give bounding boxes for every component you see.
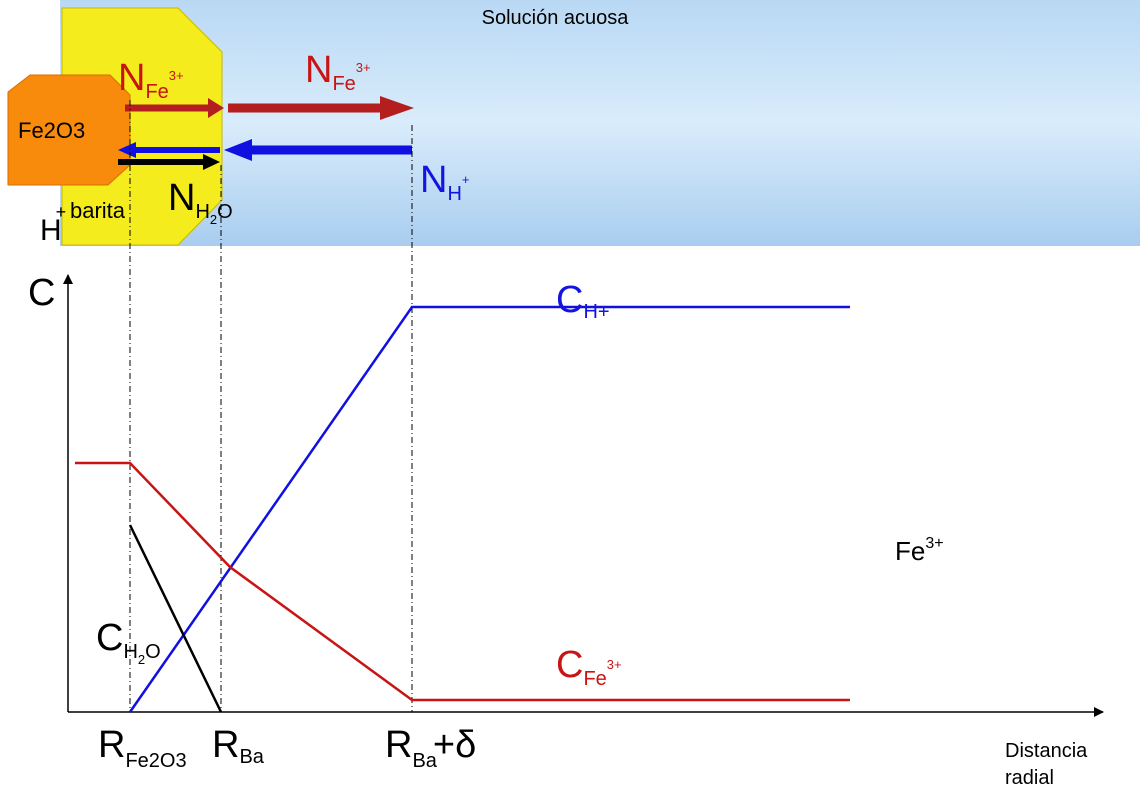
iron-curve	[75, 463, 850, 700]
text-part: N	[168, 177, 195, 219]
text-part: 3+	[356, 60, 371, 75]
title: Solución acuosa	[482, 7, 630, 29]
x-mark-label: RFe2O3	[98, 724, 187, 772]
text-part: 3+	[169, 68, 184, 83]
text-part: R	[385, 724, 412, 766]
text-part: C	[556, 644, 583, 686]
note-label: Fe3+	[895, 535, 944, 566]
curve-label: CH+	[556, 279, 610, 323]
text-part: Fe	[895, 536, 925, 566]
y-axis-label: C	[28, 272, 55, 314]
x-axis-label: Distancia	[1005, 740, 1088, 762]
text-part: R	[98, 724, 125, 766]
proton-curve	[130, 307, 850, 712]
text-part: H	[123, 641, 137, 663]
text-part: R	[212, 724, 239, 766]
text-part: 3+	[925, 535, 943, 552]
text-part: +	[56, 202, 67, 222]
core-label: Fe2O3	[18, 118, 85, 143]
text-part: C	[556, 279, 583, 321]
x-axis-label: radial	[1005, 767, 1054, 789]
text-part: +	[462, 172, 470, 187]
x-mark-label: RBa+δ	[385, 724, 476, 772]
text-part: +δ	[433, 724, 476, 766]
text-part: Fe2O3	[125, 750, 186, 772]
text-part: Fe	[583, 668, 606, 690]
water-curve	[130, 525, 221, 712]
text-part: H	[447, 183, 461, 205]
text-part: O	[217, 201, 233, 223]
diagram: Solución acuosa Fe2O3 H+ barita NFe3+ NF…	[0, 0, 1140, 794]
text-part: O	[145, 641, 161, 663]
text-part: H+	[583, 301, 609, 323]
text-part: C	[96, 617, 123, 659]
text-part: H	[195, 201, 209, 223]
text-part: Fe	[332, 73, 355, 95]
shell-label: barita	[70, 198, 126, 223]
text-part: 3+	[607, 657, 622, 672]
text-part: N	[420, 159, 447, 201]
text-part: N	[118, 57, 145, 99]
text-part: Fe	[145, 81, 168, 103]
text-part: N	[305, 49, 332, 91]
curve-label: CFe3+	[556, 644, 622, 690]
x-mark-label: RBa	[212, 724, 265, 768]
text-part: Ba	[239, 746, 264, 768]
text-part: 2	[138, 652, 145, 667]
curve-label: CH2O	[96, 617, 161, 667]
text-part: 2	[210, 212, 217, 227]
